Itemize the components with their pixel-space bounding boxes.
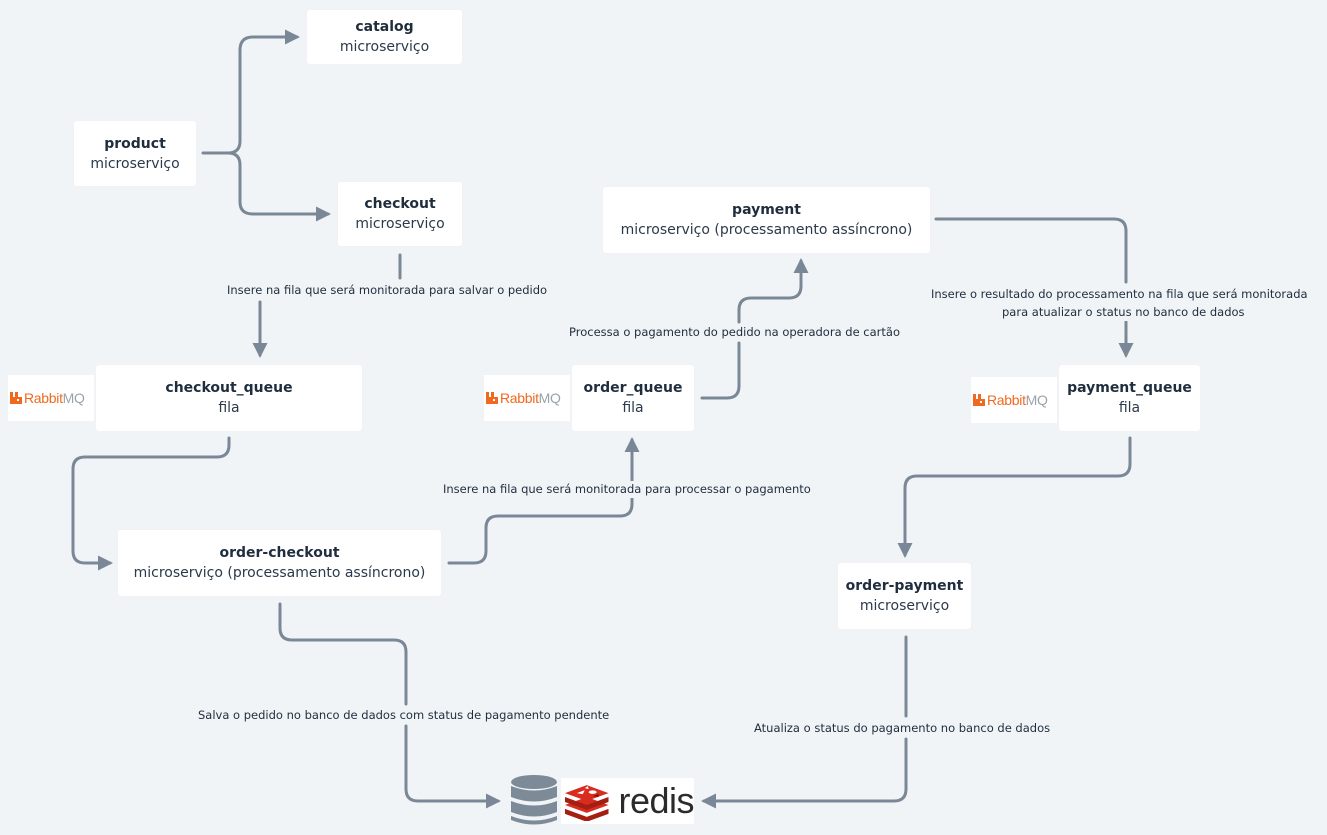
edge-product-checkout: [226, 151, 331, 222]
edge-payment-paymentqueue: [934, 217, 1128, 284]
rabbitmq-word-mq: MQ: [1025, 392, 1048, 408]
redis-icon: [564, 785, 609, 821]
node-order-queue[interactable]: order_queue fila: [572, 365, 694, 431]
edge-label-payment-queue-1: Insere o resultado do processamento na f…: [931, 286, 1308, 303]
node-subtitle: fila: [622, 400, 644, 416]
edge-checkoutqueue-ordercheckout: [71, 436, 231, 571]
edge-ordercheckout-orderqueue: [447, 437, 640, 565]
edge-label-orderpayment-db: Atualiza o status do pagamento no banco …: [754, 720, 1051, 737]
rabbitmq-word: Rabbit: [987, 392, 1026, 408]
node-title: payment_queue: [1067, 380, 1192, 396]
edge-paymentqueue-orderpayment: [897, 436, 1132, 558]
rabbitmq-word: Rabbit: [24, 390, 63, 406]
rabbitmq-icon: [10, 392, 22, 404]
node-subtitle: microserviço: [355, 216, 445, 232]
node-subtitle: microserviço: [90, 155, 180, 172]
edge-ordercheckout-db-bottom: [404, 724, 501, 809]
node-payment[interactable]: payment microserviço (processamento assí…: [603, 187, 930, 253]
rabbitmq-word-mq: MQ: [62, 390, 85, 406]
node-subtitle: microserviço (processamento assíncrono): [620, 222, 913, 238]
rabbitmq-word-mq: MQ: [538, 390, 561, 406]
edge-label-payment-queue-2: para atualizar o status no banco de dado…: [1002, 304, 1245, 321]
node-product[interactable]: product microserviço: [74, 121, 196, 186]
node-order-payment[interactable]: order-payment microserviço: [838, 563, 971, 629]
node-title: checkout: [364, 196, 436, 212]
node-title: order-checkout: [219, 545, 340, 561]
node-title: order_queue: [583, 380, 683, 396]
node-subtitle: microserviço: [859, 598, 950, 614]
node-checkout-queue[interactable]: checkout_queue fila: [96, 365, 362, 431]
node-title: payment: [732, 202, 801, 218]
rabbitmq-icon: [486, 392, 498, 404]
node-title: order-payment: [845, 578, 964, 594]
edge-orderqueue-payment-top: [737, 258, 809, 324]
rabbitmq-icon: [973, 394, 985, 406]
rabbitmq-logo: Rabbit MQ: [8, 375, 94, 421]
rabbitmq-logo: Rabbit MQ: [484, 375, 570, 421]
redis-word: redis: [618, 780, 694, 821]
redis-logo: redis: [561, 778, 694, 824]
edge-label-checkout-queue: Insere na fila que será monitorada para …: [227, 282, 548, 299]
node-subtitle: microserviço (processamento assíncrono): [133, 565, 426, 581]
node-checkout[interactable]: checkout microserviço: [338, 182, 462, 246]
node-catalog[interactable]: catalog microserviço: [307, 10, 462, 64]
node-subtitle: microserviço: [339, 39, 430, 55]
edge-orderqueue-payment: [700, 341, 741, 400]
node-title: catalog: [355, 19, 414, 35]
edge-label-ordercheckout-db: Salva o pedido no banco de dados com sta…: [198, 707, 610, 724]
node-subtitle: fila: [1118, 400, 1141, 416]
database-icon: [511, 775, 557, 825]
edge-orderpayment-redis-bottom: [701, 737, 908, 809]
rabbitmq-logo: Rabbit MQ: [971, 377, 1057, 423]
node-title: product: [104, 135, 166, 152]
edge-label-orderqueue-payment: Processa o pagamento do pedido na operad…: [569, 324, 900, 341]
edge-label-ordercheckout-queue: Insere na fila que será monitorada para …: [443, 481, 811, 498]
node-order-checkout[interactable]: order-checkout microserviço (processamen…: [118, 530, 441, 596]
edge-product-branch: [201, 29, 300, 155]
edge-ordercheckout-db-top: [278, 602, 408, 706]
node-payment-queue[interactable]: payment_queue fila: [1059, 365, 1200, 431]
rabbitmq-word: Rabbit: [500, 390, 539, 406]
node-subtitle: fila: [218, 400, 240, 416]
node-title: checkout_queue: [165, 380, 293, 396]
